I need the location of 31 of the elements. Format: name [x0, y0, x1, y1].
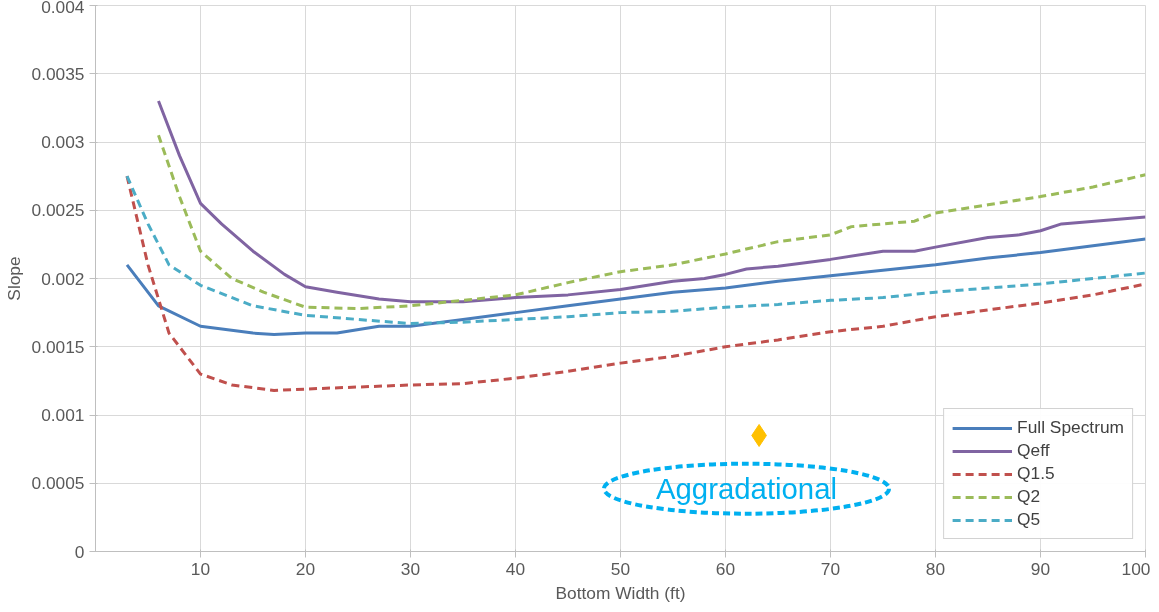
- x-axis-title: Bottom Width (ft): [555, 582, 686, 603]
- legend-label: Q2: [1017, 486, 1041, 507]
- y-tick-label: 0.001: [41, 405, 85, 425]
- annotation: Aggradational: [656, 472, 837, 506]
- y-tick-label: 0.003: [41, 132, 85, 152]
- line-series: [157, 99, 1146, 304]
- line-series: [125, 237, 1146, 336]
- x-tick-label: 10: [190, 558, 211, 579]
- line-series: [125, 174, 1146, 326]
- x-tick-label: 90: [1030, 558, 1051, 579]
- y-tick-label: 0.0025: [31, 200, 85, 221]
- legend-label: Full Spectrum: [1017, 417, 1124, 438]
- y-tick-label: 0.0015: [31, 336, 85, 357]
- x-tick-label: 100: [1121, 558, 1151, 579]
- x-tick-label: 60: [715, 558, 736, 579]
- x-tick-label: 30: [400, 558, 421, 579]
- x-tick-label: 40: [505, 558, 526, 579]
- y-tick-label: 0: [74, 541, 85, 562]
- y-tick-label: 0.004: [41, 0, 85, 17]
- x-tick-label: 80: [925, 558, 946, 579]
- x-tick-label: 20: [295, 558, 316, 579]
- line-series: [157, 133, 1146, 311]
- x-tick-label: 50: [610, 558, 631, 579]
- y-axis-title: Slope: [3, 256, 24, 301]
- legend-label: Q1.5: [1017, 463, 1055, 484]
- y-tick-label: 0.0005: [31, 473, 85, 494]
- y-tick-label: 0.002: [41, 268, 85, 289]
- legend-label: Q5: [1017, 509, 1041, 530]
- y-tick-label: 0.0035: [31, 63, 85, 84]
- x-tick-label: 70: [820, 558, 841, 579]
- legend-label: Qeff: [1017, 440, 1050, 461]
